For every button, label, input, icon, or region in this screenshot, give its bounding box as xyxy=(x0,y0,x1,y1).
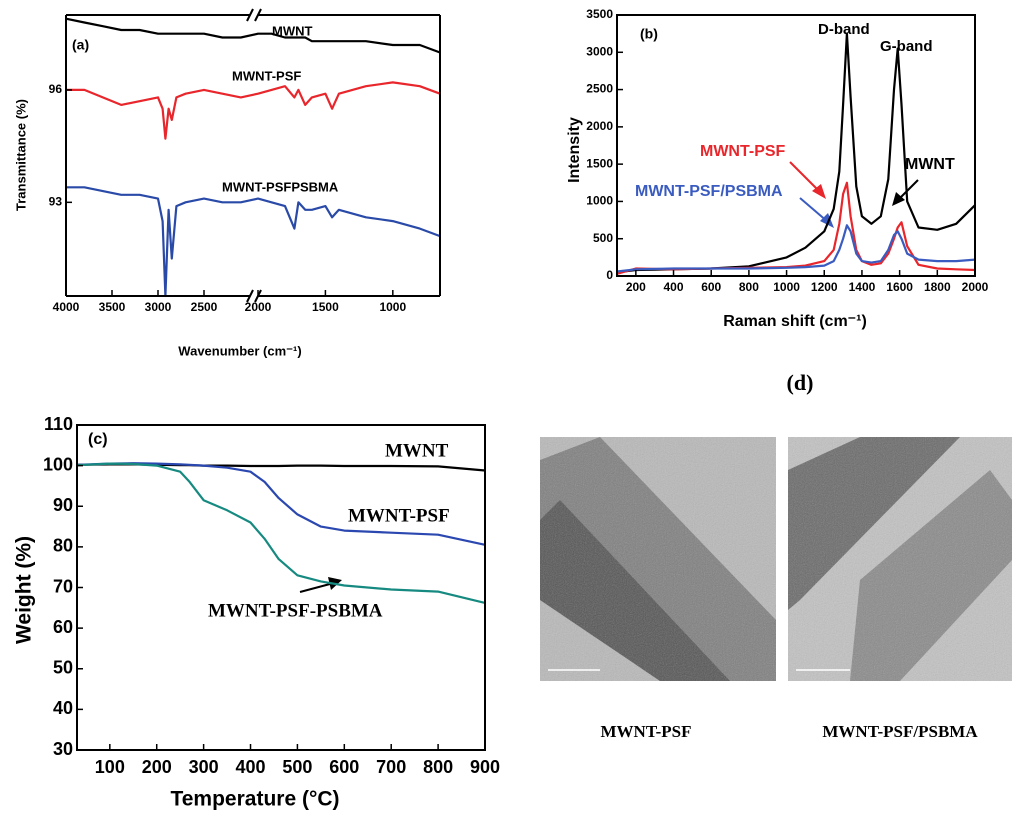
x-tick-label: 1400 xyxy=(849,280,876,294)
arrow xyxy=(897,179,919,201)
image-caption: MWNT-PSF xyxy=(601,722,692,741)
plot-frame xyxy=(616,14,976,277)
x-tick-label: 4000 xyxy=(53,300,80,314)
series-line xyxy=(66,186,441,298)
series-label: MWNT xyxy=(905,156,955,173)
series-label: MWNT-PSF xyxy=(348,505,450,526)
annotation: G-band xyxy=(880,38,933,55)
x-tick-label: 1800 xyxy=(924,280,951,294)
x-tick-label: 500 xyxy=(282,757,312,777)
x-tick-label: 400 xyxy=(235,757,265,777)
y-tick-label: 96 xyxy=(49,82,63,96)
annotation: (a) xyxy=(72,37,89,53)
y-tick-label: 90 xyxy=(53,495,73,515)
y-tick-label: 93 xyxy=(49,195,63,209)
series-label: MWNT-PSF xyxy=(232,68,301,83)
annotation: (c) xyxy=(88,431,108,448)
y-tick-label: 70 xyxy=(53,576,73,596)
x-tick-label: 2500 xyxy=(191,300,218,314)
panel-label: (d) xyxy=(787,370,814,395)
x-tick-label: 3000 xyxy=(145,300,172,314)
y-axis-title: Transmittance (%) xyxy=(13,99,28,211)
x-tick-label: 1600 xyxy=(886,280,913,294)
series-label: MWNT-PSF-PSBMA xyxy=(208,600,383,621)
x-tick-label: 1000 xyxy=(379,300,406,314)
x-tick-label: 400 xyxy=(664,280,684,294)
axis-break xyxy=(246,289,254,303)
arrow xyxy=(789,161,821,193)
y-tick-label: 3000 xyxy=(586,44,613,58)
arrow-head xyxy=(812,184,826,199)
x-tick-label: 900 xyxy=(470,757,500,777)
x-axis-title: Wavenumber (cm⁻¹) xyxy=(178,343,301,358)
x-tick-label: 1000 xyxy=(773,280,800,294)
series-label: MWNT-PSF/PSBMA xyxy=(635,183,783,200)
series-label: MWNT-PSF xyxy=(700,143,786,160)
x-tick-label: 3500 xyxy=(99,300,126,314)
arrow-head xyxy=(820,213,834,228)
series-label: MWNT-PSFPSBMA xyxy=(222,179,339,194)
series-line xyxy=(65,17,441,54)
series-line xyxy=(616,32,976,274)
plot-frame xyxy=(76,424,486,751)
arrows xyxy=(299,161,919,593)
arrow-head xyxy=(892,192,905,206)
x-tick-label: 100 xyxy=(95,757,125,777)
x-axis-title: Temperature (°C) xyxy=(170,788,339,811)
y-tick-label: 1500 xyxy=(586,156,613,170)
x-tick-label: 1200 xyxy=(811,280,838,294)
tem-image xyxy=(788,437,1012,681)
series-line xyxy=(76,462,486,604)
x-tick-label: 2000 xyxy=(245,300,272,314)
series-line xyxy=(616,224,976,273)
y-tick-label: 40 xyxy=(53,698,73,718)
y-tick-label: 2500 xyxy=(586,82,613,96)
axis-break xyxy=(254,8,262,22)
x-tick-label: 600 xyxy=(701,280,721,294)
tem-image xyxy=(540,437,776,681)
x-tick-label: 600 xyxy=(329,757,359,777)
x-tick-label: 800 xyxy=(739,280,759,294)
x-tick-label: 800 xyxy=(423,757,453,777)
y-axis-title: Intensity xyxy=(566,117,583,183)
y-tick-label: 1000 xyxy=(586,194,613,208)
y-tick-label: 100 xyxy=(43,454,73,474)
y-tick-label: 50 xyxy=(53,658,73,678)
x-tick-label: 200 xyxy=(142,757,172,777)
series-label: MWNT xyxy=(385,440,449,461)
axis-break xyxy=(246,8,254,22)
series-line xyxy=(76,462,486,546)
y-tick-label: 500 xyxy=(593,231,613,245)
x-axis-title: Raman shift (cm⁻¹) xyxy=(723,313,867,330)
y-tick-label: 3500 xyxy=(586,7,613,21)
x-tick-label: 700 xyxy=(376,757,406,777)
y-tick-label: 60 xyxy=(53,617,73,637)
series-label: MWNT xyxy=(272,23,312,38)
x-tick-label: 200 xyxy=(626,280,646,294)
y-axis-title: Weight (%) xyxy=(13,536,36,644)
x-tick-label: 1500 xyxy=(312,300,339,314)
y-tick-label: 0 xyxy=(606,268,613,282)
annotation: (b) xyxy=(640,26,658,42)
y-tick-label: 80 xyxy=(53,536,73,556)
y-tick-label: 30 xyxy=(53,739,73,759)
arrow xyxy=(299,583,331,593)
x-tick-label: 2000 xyxy=(962,280,989,294)
y-tick-label: 110 xyxy=(44,414,73,434)
annotation: D-band xyxy=(818,21,870,38)
y-tick-label: 2000 xyxy=(586,119,613,133)
image-caption: MWNT-PSF/PSBMA xyxy=(822,722,978,741)
x-tick-label: 300 xyxy=(189,757,219,777)
series-line xyxy=(66,81,441,140)
